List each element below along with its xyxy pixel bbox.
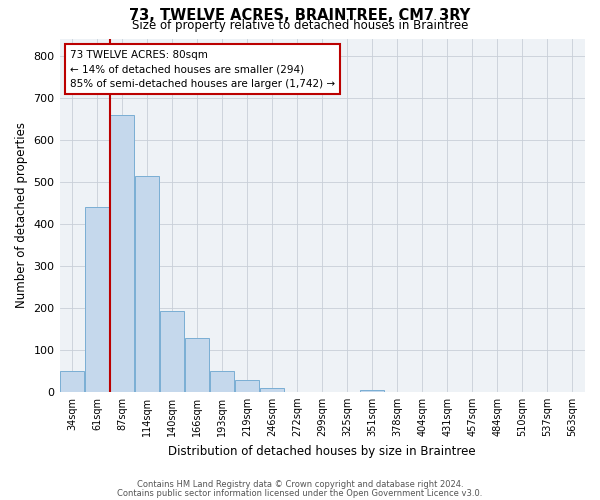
Bar bbox=[360, 390, 385, 392]
Text: 73, TWELVE ACRES, BRAINTREE, CM7 3RY: 73, TWELVE ACRES, BRAINTREE, CM7 3RY bbox=[130, 8, 470, 22]
Text: Contains HM Land Registry data © Crown copyright and database right 2024.: Contains HM Land Registry data © Crown c… bbox=[137, 480, 463, 489]
Text: 73 TWELVE ACRES: 80sqm
← 14% of detached houses are smaller (294)
85% of semi-de: 73 TWELVE ACRES: 80sqm ← 14% of detached… bbox=[70, 50, 335, 89]
Bar bbox=[160, 310, 184, 392]
Bar bbox=[235, 380, 259, 392]
Bar bbox=[185, 338, 209, 392]
Bar bbox=[260, 388, 284, 392]
Bar bbox=[110, 114, 134, 392]
X-axis label: Distribution of detached houses by size in Braintree: Distribution of detached houses by size … bbox=[169, 444, 476, 458]
Text: Contains public sector information licensed under the Open Government Licence v3: Contains public sector information licen… bbox=[118, 488, 482, 498]
Bar bbox=[85, 207, 109, 392]
Text: Size of property relative to detached houses in Braintree: Size of property relative to detached ho… bbox=[132, 19, 468, 32]
Bar bbox=[210, 371, 235, 392]
Bar bbox=[135, 176, 159, 392]
Bar bbox=[60, 371, 84, 392]
Y-axis label: Number of detached properties: Number of detached properties bbox=[15, 122, 28, 308]
